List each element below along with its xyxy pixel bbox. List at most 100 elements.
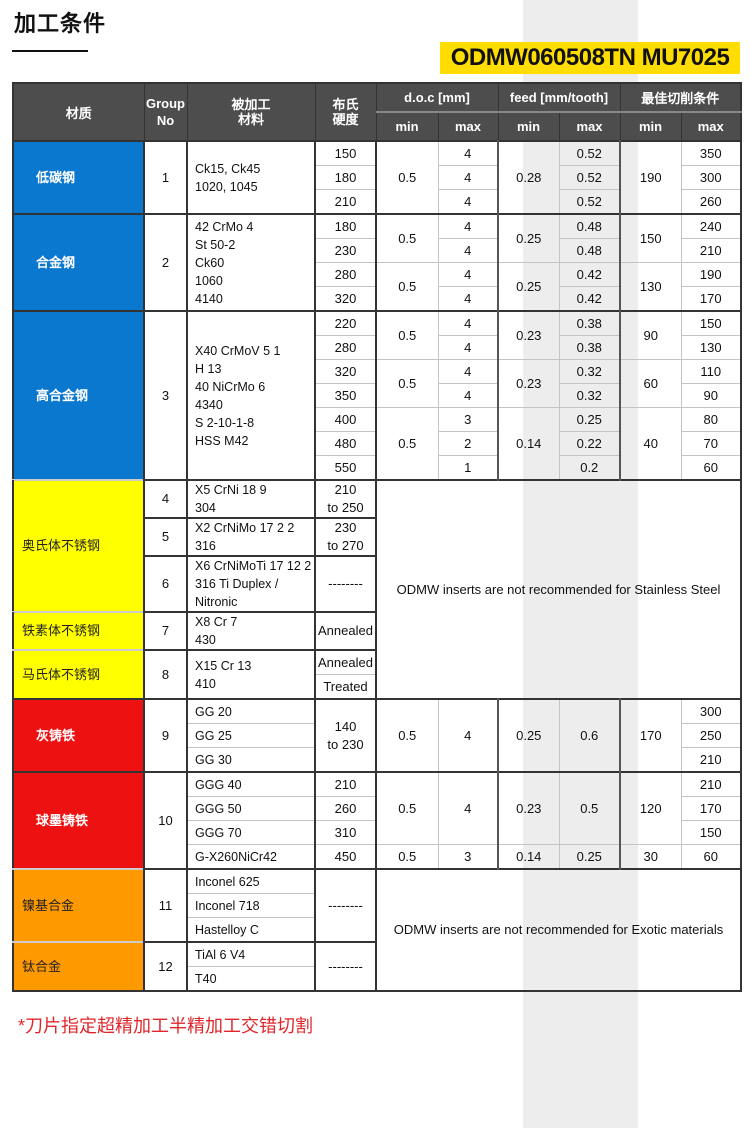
hardness-cell: 140 to 230 <box>314 698 377 773</box>
table-row: 马氏体不锈钢 8 X15 Cr 13 410 Annealed <box>12 649 741 700</box>
feed-min-cell: 0.28 <box>497 140 560 215</box>
feed-max-cell: 0.38 <box>558 335 622 360</box>
doc-min-cell: 0.5 <box>375 213 439 263</box>
hardness-cell: 400 <box>314 407 377 432</box>
doc-min-cell: 0.5 <box>375 262 439 312</box>
feed-max-cell: 0.5 <box>558 771 622 845</box>
material-category: 高合金钢 <box>12 310 145 481</box>
doc-max-cell: 4 <box>437 383 500 408</box>
table-row: G-X260NiCr42 450 0.5 3 0.14 0.25 30 60 <box>13 844 742 870</box>
hardness-cell: 180 <box>314 165 377 190</box>
doc-max-cell: 4 <box>437 310 500 336</box>
speed-max-cell: 60 <box>680 844 742 870</box>
feed-max-cell: 0.52 <box>558 140 622 166</box>
table-row: GG 30 210 <box>13 747 742 773</box>
doc-max-cell: 4 <box>437 213 500 239</box>
speed-max-cell: 260 <box>680 189 742 215</box>
speed-max-cell: 210 <box>680 238 742 263</box>
table-row: 230 4 0.48 210 <box>13 238 742 263</box>
material-category: 钛合金 <box>12 941 145 992</box>
speed-max-cell: 250 <box>680 723 742 748</box>
speed-max-cell: 300 <box>680 165 742 190</box>
workpiece-material: X5 CrNi 18 9 304 <box>186 479 316 519</box>
product-code-badge: ODMW060508TN MU7025 <box>440 42 740 74</box>
material-category: 低碳钢 <box>12 140 145 215</box>
not-recommended-note: ODMW inserts are not recommended for Exo… <box>376 868 742 991</box>
hardness-cell: 280 <box>314 335 377 360</box>
hardness-cell: 320 <box>314 286 377 312</box>
doc-min-cell: 0.5 <box>375 771 439 845</box>
feed-max-cell: 0.52 <box>558 165 622 190</box>
feed-min-cell: 0.23 <box>497 771 560 845</box>
feed-max-cell: 0.22 <box>558 431 622 456</box>
group-number: 5 <box>143 517 188 557</box>
table-row: GGG 70 310 150 <box>13 820 742 845</box>
table-row: 钛合金 12 TiAl 6 V4 -------- <box>12 941 741 992</box>
group-number: 12 <box>143 941 188 992</box>
hardness-cell: 220 <box>314 310 377 336</box>
workpiece-material: GGG 50 <box>186 796 316 821</box>
feed-max-cell: 0.32 <box>558 383 622 408</box>
group-number: 7 <box>143 611 188 651</box>
hardness-cell: 280 <box>314 262 377 287</box>
hardness-cell: Annealed <box>314 649 377 675</box>
speed-min-cell: 90 <box>619 310 682 360</box>
workpiece-material: X8 Cr 7 430 <box>186 611 316 651</box>
table-row: 低碳钢 1 Ck15, Ck45 1020, 1045 150 0.5 4 0.28 0.52… <box>12 140 742 215</box>
header-feed-min: min <box>497 111 560 142</box>
hardness-cell: 230 to 270 <box>314 517 377 557</box>
hardness-cell: 230 <box>314 238 377 263</box>
material-category: 奥氏体不锈钢 <box>12 479 145 613</box>
hardness-cell: 550 <box>314 455 377 481</box>
hardness-cell: 450 <box>314 844 377 870</box>
table-row: 280 4 0.38 130 <box>13 335 742 360</box>
header-doc-max: max <box>437 111 499 142</box>
header-hardness: 布氏 硬度 <box>314 82 377 142</box>
header-speed-max: max <box>680 111 742 142</box>
feed-min-cell: 0.25 <box>497 698 560 773</box>
header-speed-min: min <box>619 111 682 142</box>
speed-max-cell: 300 <box>680 698 742 724</box>
table-row: 灰铸铁 9 GG 20 140 to 230 0.5 4 0.25 0.6 170 300 <box>12 698 742 773</box>
workpiece-material: Inconel 718 <box>186 893 316 918</box>
speed-max-cell: 170 <box>680 286 742 312</box>
table-row: Inconel 718 <box>13 893 741 918</box>
doc-max-cell: 4 <box>437 335 500 360</box>
speed-max-cell: 80 <box>680 407 742 432</box>
table-row: 480 2 0.22 70 <box>13 431 742 456</box>
feed-min-cell: 0.23 <box>497 310 560 360</box>
header-doc-min: min <box>375 111 439 142</box>
header-feed-max: max <box>558 111 621 142</box>
doc-max-cell: 4 <box>437 262 500 287</box>
group-number: 2 <box>143 213 188 312</box>
speed-max-cell: 170 <box>680 796 742 821</box>
hardness-cell: 310 <box>314 820 377 845</box>
header-workpiece: 被加工 材料 <box>186 82 316 142</box>
doc-max-cell: 4 <box>437 771 500 845</box>
table-row: GG 25 250 <box>13 723 742 748</box>
speed-max-cell: 110 <box>680 359 742 384</box>
speed-min-cell: 60 <box>619 359 682 408</box>
feed-min-cell: 0.14 <box>497 407 560 481</box>
hardness-cell: Annealed <box>314 611 377 651</box>
workpiece-material: X6 CrNiMoTi 17 12 2 316 Ti Duplex / Nitr… <box>186 555 316 613</box>
material-category: 铁素体不锈钢 <box>12 611 145 651</box>
speed-min-cell: 40 <box>619 407 682 481</box>
feed-max-cell: 0.42 <box>558 286 622 312</box>
speed-max-cell: 150 <box>680 310 742 336</box>
table-row: 350 4 0.32 90 <box>13 383 742 408</box>
workpiece-material: GG 30 <box>186 747 316 773</box>
doc-max-cell: 2 <box>437 431 500 456</box>
doc-min-cell: 0.5 <box>375 359 439 408</box>
doc-min-cell: 0.5 <box>375 407 439 481</box>
feed-max-cell: 0.25 <box>558 844 622 870</box>
group-number: 10 <box>143 771 188 870</box>
hardness-cell: 150 <box>314 140 377 166</box>
speed-min-cell: 120 <box>619 771 682 845</box>
table-row: 400 0.5 3 0.14 0.25 40 80 <box>13 407 742 481</box>
page-title: 加工条件 <box>14 11 107 36</box>
feed-max-cell: 0.48 <box>558 238 622 263</box>
doc-max-cell: 4 <box>437 189 500 215</box>
feed-min-cell: 0.25 <box>497 213 560 263</box>
feed-max-cell: 0.38 <box>558 310 622 336</box>
